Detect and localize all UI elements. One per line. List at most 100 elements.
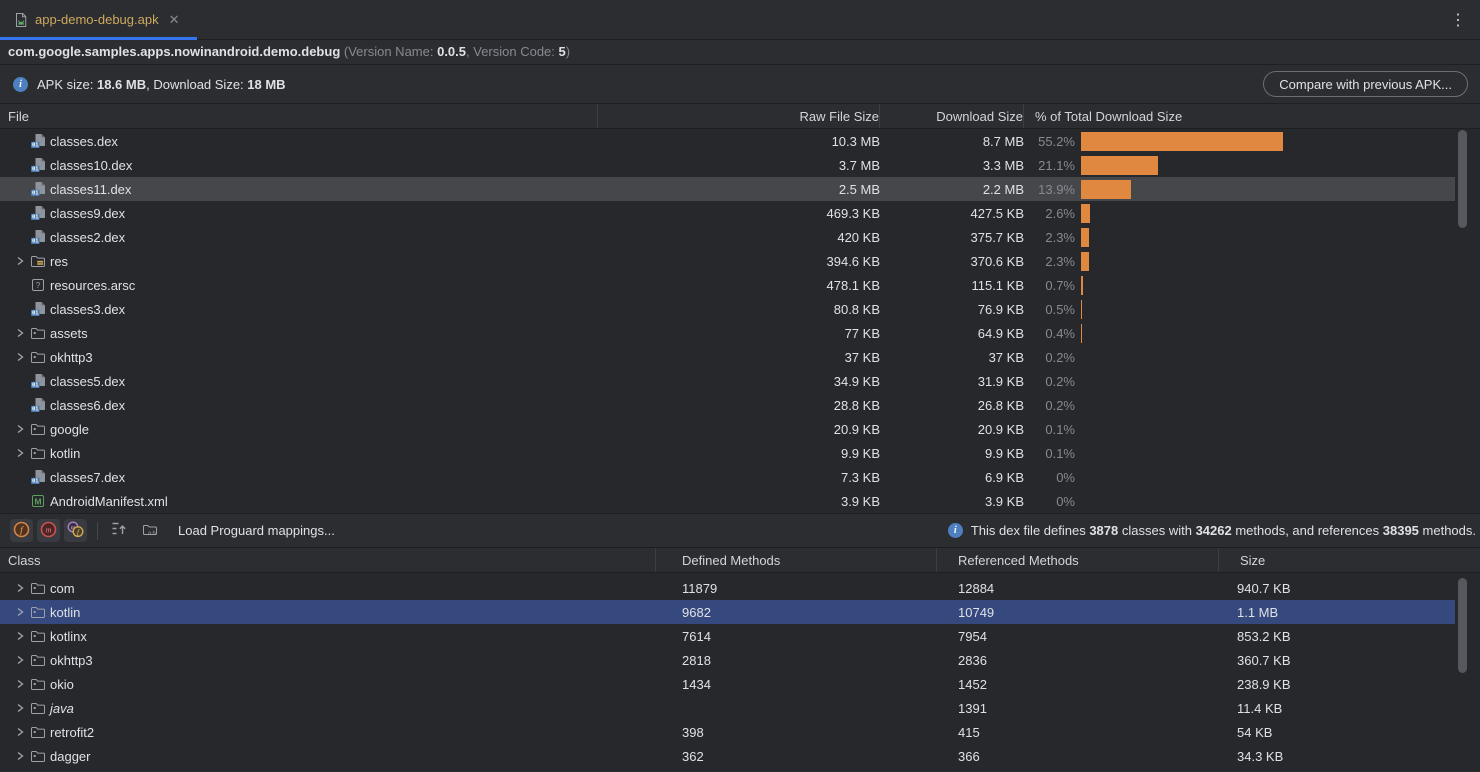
chevron-right-icon[interactable]	[12, 445, 28, 461]
referenced-methods: 12884	[958, 581, 1237, 596]
class-row[interactable]: retrofit239841554 KB	[0, 720, 1455, 744]
folder-icon	[30, 604, 46, 620]
column-header-referenced-methods[interactable]: Referenced Methods	[937, 548, 1219, 572]
file-row[interactable]: 01classes2.dex420 KB375.7 KB2.3%	[0, 225, 1455, 249]
tab-app-demo-debug-apk[interactable]: app-demo-debug.apk ✕	[0, 0, 197, 39]
svg-text:01: 01	[32, 383, 39, 389]
file-row[interactable]: 01classes10.dex3.7 MB3.3 MB21.1%	[0, 153, 1455, 177]
chevron-right-icon[interactable]	[12, 580, 28, 596]
tree-indent	[12, 205, 28, 221]
class-package-name: okhttp3	[50, 653, 93, 668]
toolbar-separator	[97, 522, 98, 540]
dex-file-icon: 01	[30, 229, 46, 245]
class-row[interactable]: kotlin9682107491.1 MB	[0, 600, 1455, 624]
dex-file-icon: 01	[30, 157, 46, 173]
show-fields-toggle[interactable]: f	[10, 519, 33, 542]
referenced-methods: 366	[958, 749, 1237, 764]
expand-tree-button[interactable]	[107, 520, 131, 542]
tree-indent	[12, 469, 28, 485]
show-methods-toggle[interactable]: m	[37, 519, 60, 542]
show-references-toggle[interactable]: mf	[64, 519, 87, 542]
chevron-right-icon[interactable]	[12, 724, 28, 740]
kebab-menu-icon[interactable]: ⋮	[1450, 10, 1466, 30]
chevron-right-icon[interactable]	[12, 676, 28, 692]
file-row[interactable]: okhttp337 KB37 KB0.2%	[0, 345, 1455, 369]
file-row[interactable]: 01classes6.dex28.8 KB26.8 KB0.2%	[0, 393, 1455, 417]
dex-file-icon: 01	[30, 205, 46, 221]
column-header-class[interactable]: Class	[0, 548, 656, 572]
file-row[interactable]: 01classes3.dex80.8 KB76.9 KB0.5%	[0, 297, 1455, 321]
file-row[interactable]: kotlin9.9 KB9.9 KB0.1%	[0, 441, 1455, 465]
column-header-raw-size[interactable]: Raw File Size	[598, 104, 880, 128]
compare-with-previous-apk-button[interactable]: Compare with previous APK...	[1263, 71, 1468, 97]
chevron-right-icon[interactable]	[12, 628, 28, 644]
svg-text:M: M	[34, 496, 41, 506]
file-name-cell: MAndroidManifest.xml	[0, 493, 598, 509]
column-header-size[interactable]: Size	[1219, 548, 1265, 572]
chevron-right-icon[interactable]	[12, 652, 28, 668]
file-row[interactable]: ?resources.arsc478.1 KB115.1 KB0.7%	[0, 273, 1455, 297]
proguard-folder-button[interactable]: a.b	[138, 520, 162, 542]
chevron-right-icon[interactable]	[12, 349, 28, 365]
svg-text:01: 01	[32, 311, 39, 317]
column-header-percent[interactable]: % of Total Download Size	[1024, 104, 1182, 128]
class-row[interactable]: java139111.4 KB	[0, 696, 1455, 720]
svg-text:01: 01	[32, 167, 39, 173]
class-size: 853.2 KB	[1237, 629, 1455, 644]
class-row[interactable]: dagger36236634.3 KB	[0, 744, 1455, 768]
class-table-scrollbar[interactable]	[1458, 578, 1467, 673]
file-row[interactable]: google20.9 KB20.9 KB0.1%	[0, 417, 1455, 441]
apk-size-row: i APK size: 18.6 MB, Download Size: 18 M…	[0, 65, 1480, 103]
file-name-cell: assets	[0, 325, 598, 341]
raw-file-size: 2.5 MB	[598, 182, 880, 197]
file-row[interactable]: 01classes5.dex34.9 KB31.9 KB0.2%	[0, 369, 1455, 393]
load-proguard-mappings-link[interactable]: Load Proguard mappings...	[178, 523, 335, 538]
chevron-right-icon[interactable]	[12, 604, 28, 620]
class-package-name: java	[50, 701, 74, 716]
tree-indent	[12, 373, 28, 389]
dex-summary-text: This dex file defines 3878 classes with …	[971, 523, 1476, 538]
referenced-methods: 415	[958, 725, 1237, 740]
chevron-right-icon[interactable]	[12, 748, 28, 764]
class-row[interactable]: kotlinx76147954853.2 KB	[0, 624, 1455, 648]
version-suffix: )	[566, 44, 570, 59]
class-row[interactable]: com1187912884940.7 KB	[0, 576, 1455, 600]
percent-bar-cell	[1075, 252, 1455, 271]
column-header-defined-methods[interactable]: Defined Methods	[656, 548, 937, 572]
file-row[interactable]: 01classes7.dex7.3 KB6.9 KB0%	[0, 465, 1455, 489]
file-row[interactable]: 01classes.dex10.3 MB8.7 MB55.2%	[0, 129, 1455, 153]
column-header-file[interactable]: File	[0, 104, 598, 128]
file-name-cell: 01classes9.dex	[0, 205, 598, 221]
tree-indent	[12, 397, 28, 413]
chevron-right-icon[interactable]	[12, 325, 28, 341]
chevron-right-icon[interactable]	[12, 700, 28, 716]
download-percent-bar	[1081, 204, 1090, 223]
file-row[interactable]: MAndroidManifest.xml3.9 KB3.9 KB0%	[0, 489, 1455, 513]
class-row[interactable]: okhttp328182836360.7 KB	[0, 648, 1455, 672]
chevron-right-icon[interactable]	[12, 253, 28, 269]
download-size: 3.3 MB	[880, 158, 1024, 173]
version-prefix: (Version Name:	[340, 44, 437, 59]
download-percent-bar	[1081, 276, 1083, 295]
class-row[interactable]: okio14341452238.9 KB	[0, 672, 1455, 696]
close-icon[interactable]: ✕	[169, 12, 180, 28]
class-package-name: kotlin	[50, 605, 80, 620]
methods-toggle-icon: m	[40, 521, 57, 541]
file-row[interactable]: 01classes11.dex2.5 MB2.2 MB13.9%	[0, 177, 1455, 201]
file-row[interactable]: 01classes9.dex469.3 KB427.5 KB2.6%	[0, 201, 1455, 225]
chevron-right-icon[interactable]	[12, 421, 28, 437]
file-table-scrollbar[interactable]	[1458, 130, 1467, 228]
file-row[interactable]: res394.6 KB370.6 KB2.3%	[0, 249, 1455, 273]
download-size: 76.9 KB	[880, 302, 1024, 317]
class-size: 940.7 KB	[1237, 581, 1455, 596]
class-name-cell: dagger	[0, 748, 682, 764]
column-header-download-size[interactable]: Download Size	[880, 104, 1024, 128]
folder-icon	[30, 676, 46, 692]
defined-methods: 2818	[682, 653, 958, 668]
defined-methods: 7614	[682, 629, 958, 644]
svg-text:a.b: a.b	[148, 531, 156, 537]
download-percent: 55.2%	[1024, 134, 1075, 149]
file-row[interactable]: assets77 KB64.9 KB0.4%	[0, 321, 1455, 345]
file-name: classes3.dex	[50, 302, 125, 317]
tab-title: app-demo-debug.apk	[35, 12, 159, 27]
